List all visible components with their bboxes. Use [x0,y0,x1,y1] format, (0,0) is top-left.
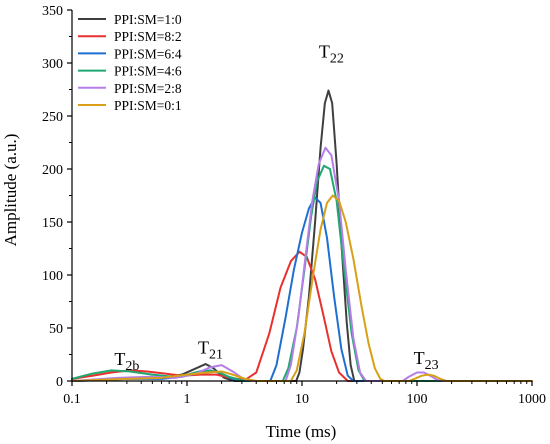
peak-label-23: T23 [414,348,439,373]
y-axis-title: Amplitude (a.u.) [1,134,20,247]
plot-series-group [71,89,533,382]
y-tick-label: 250 [42,110,63,125]
peak-label-21: T21 [198,337,223,362]
ticks-group: 0.1 1 10 100 1000 0 50 100 150 200 250 300 350 [42,4,546,407]
series-line-4 [71,164,533,382]
series-line-5 [71,146,533,382]
peak-label-22: T22 [319,42,344,67]
legend-label: PPI:SM=8:2 [114,29,182,44]
legend: PPI:SM=1:0 PPI:SM=8:2 PPI:SM=6:4 PPI:SM=4:6… [78,12,182,113]
y-tick-label: 0 [56,375,63,390]
legend-label: PPI:SM=4:6 [114,64,182,79]
x-tick-label: 1000 [518,392,546,407]
legend-label: PPI:SM=6:4 [114,46,182,61]
peak-annotations: T2b T21 T22 T23 [114,42,438,374]
x-tick-label: 0.1 [63,392,81,407]
legend-label: PPI:SM=2:8 [114,81,182,96]
y-tick-label: 50 [49,322,63,337]
x-tick-label: 1 [184,392,191,407]
y-tick-label: 100 [42,269,63,284]
series-line-6 [71,194,533,382]
x-tick-label: 100 [407,392,428,407]
y-tick-label: 150 [42,216,63,231]
x-tick-label: 10 [295,392,309,407]
series-line-2 [71,250,533,382]
legend-label: PPI:SM=0:1 [114,98,182,113]
peak-label-2b: T2b [114,349,139,374]
y-tick-label: 350 [42,4,63,19]
legend-label: PPI:SM=1:0 [114,12,182,27]
y-tick-label: 300 [42,57,63,72]
y-tick-label: 200 [42,163,63,178]
x-axis-title: Time (ms) [266,422,337,441]
